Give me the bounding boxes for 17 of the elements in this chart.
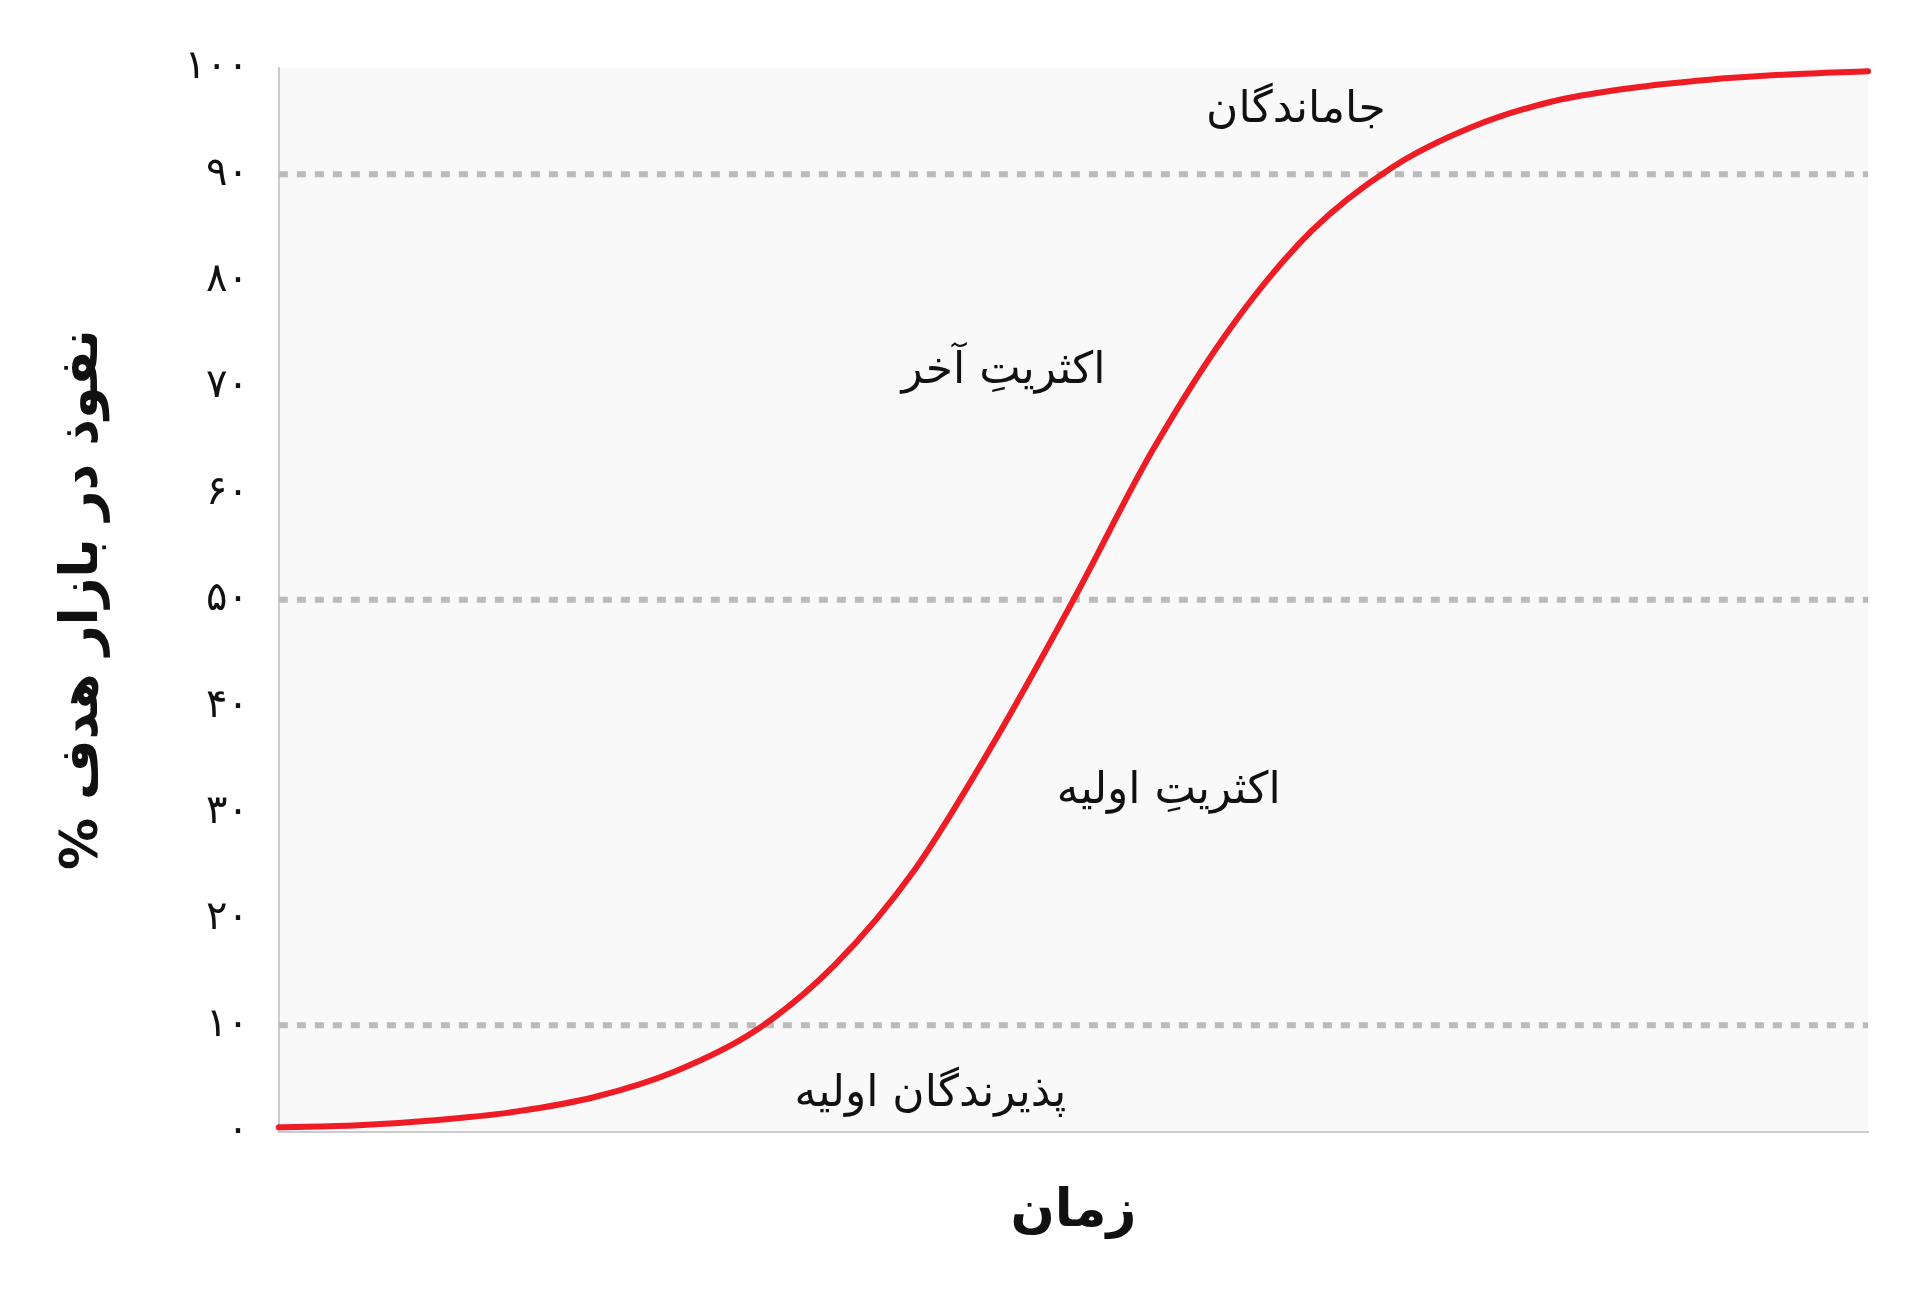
y-tick-label: ۷۰: [205, 360, 249, 407]
y-tick-label: ۵۰: [205, 573, 249, 620]
y-tick-label: ۰: [227, 1104, 249, 1151]
y-tick-label: ۸۰: [205, 254, 249, 301]
y-tick-label: ۱۰۰: [184, 41, 249, 88]
annotation: جاماندگان: [1206, 80, 1386, 132]
y-tick-label: ۶۰: [205, 466, 249, 513]
y-axis-title: % نفوذ در بازار هدف: [48, 329, 110, 871]
annotation: اکثریتِ اولیه: [1056, 761, 1281, 814]
y-tick-label: ۲۰: [205, 892, 249, 939]
y-tick-label: ۹۰: [205, 147, 249, 194]
annotation: اکثریتِ آخر: [899, 340, 1106, 394]
x-axis-title: زمان: [1010, 1178, 1137, 1240]
y-tick-label: ۳۰: [205, 785, 249, 832]
y-tick-label: ۱۰: [205, 998, 249, 1045]
y-tick-label: ۴۰: [205, 679, 249, 726]
annotation: پذیرندگان اولیه: [794, 1064, 1067, 1117]
